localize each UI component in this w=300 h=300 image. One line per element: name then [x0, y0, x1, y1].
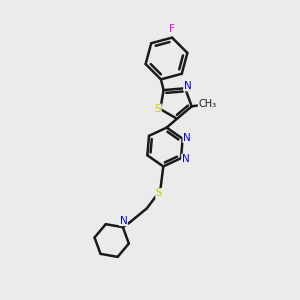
Text: N: N	[184, 81, 191, 91]
Text: N: N	[182, 154, 189, 164]
Text: N: N	[120, 216, 128, 226]
Text: CH₃: CH₃	[198, 99, 216, 109]
Text: N: N	[183, 133, 191, 142]
Text: S: S	[154, 104, 161, 114]
Text: F: F	[169, 24, 175, 34]
Text: S: S	[156, 188, 162, 198]
